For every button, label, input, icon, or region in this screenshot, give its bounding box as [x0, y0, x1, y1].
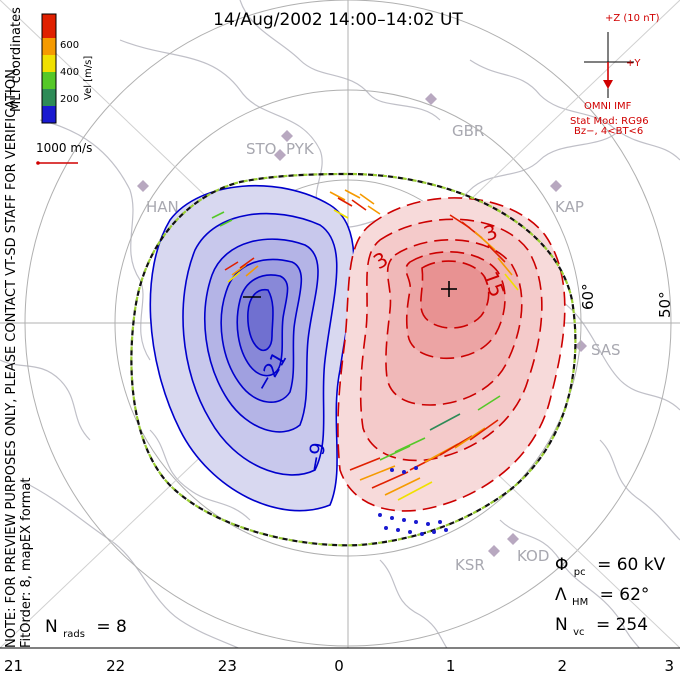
imf-y-label: +Y: [626, 58, 641, 69]
imf-z-label: +Z (10 nT): [605, 13, 660, 24]
latitude-label-50: 50°: [656, 291, 674, 318]
map-layer: STO PYK HAN GBR KAP SAS KOD KSR: [0, 0, 680, 648]
radar-label-gbr: GBR: [452, 122, 484, 140]
nrads-stat: N rads = 8: [45, 617, 127, 642]
vector-cluster-low-speed: [378, 466, 448, 536]
mlt-tick-3: 3: [664, 657, 674, 674]
mlt-tick-21: 21: [4, 657, 23, 674]
colorbar-segment-0: [42, 106, 56, 123]
vector-cluster-noon: [329, 189, 381, 219]
stats-panel: Φ pc = 60 kV Λ HM = 62° N vc = 254 N rad…: [45, 555, 666, 642]
vector-cluster-dawn: [449, 214, 519, 291]
radar-site-markers: [137, 93, 587, 557]
radar-label-sto: STO: [246, 140, 277, 158]
vector-cluster-nightside: [349, 395, 501, 501]
nrads-symbol: N: [45, 617, 58, 637]
colorbar-label: Vel [m/s]: [83, 56, 94, 100]
mlt-tick-23: 23: [218, 657, 237, 674]
colorbar-tick-200: 200: [60, 94, 79, 105]
latitude-label-60: 60°: [579, 283, 597, 310]
nvc-value: = 254: [596, 615, 648, 635]
lambda-hm-stat: Λ HM = 62°: [555, 585, 649, 610]
imf-model-line1: Stat Mod: RG96: [570, 116, 649, 127]
radar-label-kod: KOD: [517, 547, 549, 565]
imf-source-label: OMNI IMF: [584, 101, 632, 112]
colorbar-segment-1: [42, 89, 56, 106]
lambda-value: = 62°: [600, 585, 650, 605]
phi-symbol: Φ: [555, 555, 568, 575]
colorbar-tick-600: 600: [60, 40, 79, 51]
colorbar-segment-4: [42, 38, 56, 55]
mlt-tick-2: 2: [558, 657, 568, 674]
radar-label-ksr: KSR: [455, 556, 485, 574]
imf-vector-arrow: [603, 62, 613, 89]
radar-label-pyk: PYK: [286, 140, 315, 158]
imf-model-line2: Bz−, 4<BT<6: [574, 126, 643, 137]
imf-panel: +Z (10 nT) +Y OMNI IMF Stat Mod: RG96 Bz…: [570, 13, 660, 137]
potential-extrema: [243, 281, 457, 298]
fit-order-note: FitOrder: 8, mapEX format: [19, 477, 34, 648]
lambda-subscript: HM: [572, 597, 588, 608]
contour-label-minus-9: −9: [301, 441, 330, 474]
colorbar-segment-5: [42, 14, 56, 38]
maximum-marker: [441, 281, 457, 297]
lambda-symbol: Λ: [555, 585, 567, 605]
mlt-tick-22: 22: [106, 657, 125, 674]
plot-title: 14/Aug/2002 14:00–14:02 UT: [213, 10, 463, 30]
coordinate-system-label: MLT coordinates: [9, 7, 24, 112]
colorbar-segment-2: [42, 72, 56, 89]
mlt-tick-0: 0: [334, 657, 344, 674]
mlt-tick-1: 1: [446, 657, 456, 674]
dawn-cell: [337, 197, 566, 512]
velocity-scale-label: 1000 m/s: [36, 141, 92, 155]
velocity-colorbar: 200 400 600 Vel [m/s]: [41, 13, 94, 124]
vector-cluster-dusk: [211, 211, 259, 283]
phi-pc-stat: Φ pc = 60 kV: [555, 555, 666, 580]
nvc-subscript: vc: [573, 627, 584, 638]
radar-label-sas: SAS: [591, 341, 621, 359]
colorbar-segment-3: [42, 55, 56, 72]
nrads-value: = 8: [96, 617, 126, 637]
radar-label-han: HAN: [146, 198, 179, 216]
colorbar-tick-400: 400: [60, 67, 79, 78]
dusk-cell: [149, 184, 355, 512]
preview-note: NOTE: FOR PREVIEW PURPOSES ONLY, PLEASE …: [4, 65, 19, 648]
phi-subscript: pc: [574, 567, 586, 578]
radar-label-kap: KAP: [555, 198, 584, 216]
velocity-scale: 1000 m/s: [36, 141, 92, 165]
nvc-symbol: N: [555, 615, 568, 635]
velocity-vectors: [211, 189, 519, 536]
nvc-stat: N vc = 254: [555, 615, 648, 640]
mlt-tick-labels: 21 22 23 0 1 2 3: [4, 657, 674, 674]
radar-labels: STO PYK HAN GBR KAP SAS KOD KSR: [146, 122, 621, 574]
nrads-subscript: rads: [63, 629, 85, 640]
phi-value: = 60 kV: [597, 555, 666, 575]
